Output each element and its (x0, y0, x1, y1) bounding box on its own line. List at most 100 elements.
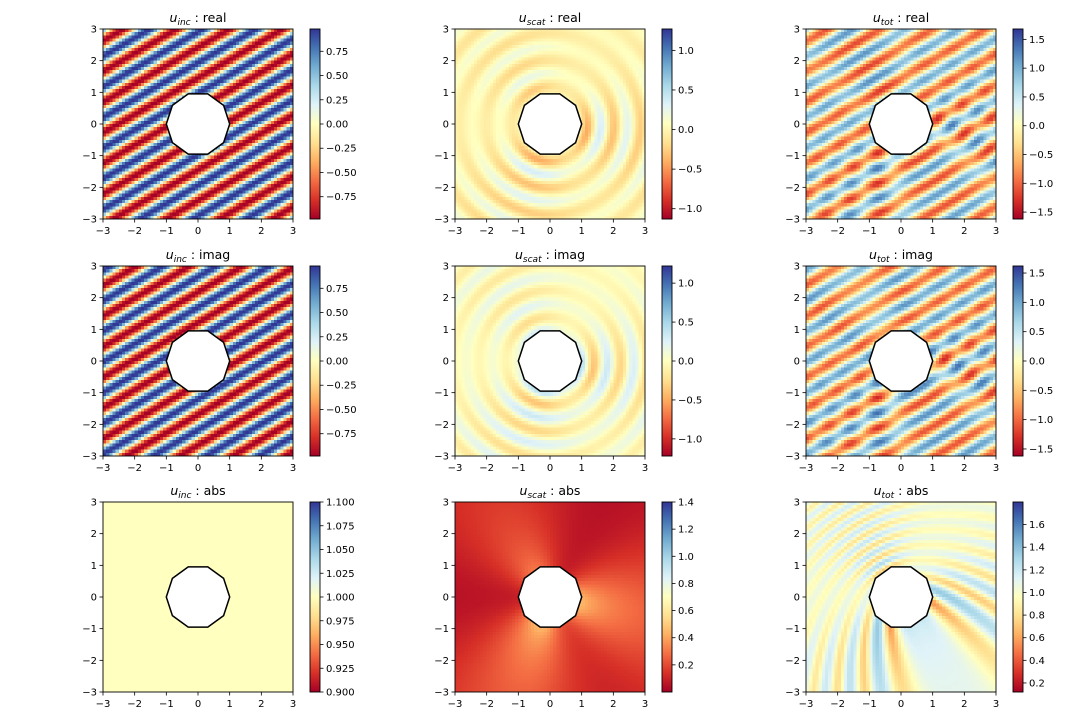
subplot-title: uscat : real (519, 10, 581, 28)
obstacle-polygon (868, 93, 934, 155)
y-tick-label: −1 (434, 624, 449, 635)
x-tick-label: 3 (290, 226, 296, 237)
x-tick-label: 3 (993, 226, 999, 237)
colorbar-tick-label: 1.4 (678, 498, 694, 509)
obstacle-polygon (165, 566, 231, 628)
colorbar-tick-label: 1.0 (1029, 298, 1045, 309)
y-tick-label: 3 (91, 25, 97, 36)
x-tick-label: 1 (226, 699, 232, 710)
y-tick-label: −2 (434, 183, 449, 194)
y-tick-label: 1 (443, 325, 449, 336)
colorbar-tick-label: 1.5 (1029, 269, 1045, 280)
colorbar-tick-label: 0.25 (326, 95, 348, 106)
x-tick-label: −3 (96, 699, 111, 710)
x-tick-label: −1 (511, 699, 526, 710)
subplot-inc-real: −3 −2 −1 0 1 2 3 −3 −2 −1 0 1 2 3 uinc : real 0.75 0.50 0… (82, 10, 356, 237)
colorbar-frame (1012, 501, 1024, 693)
x-tick-label: −3 (799, 226, 814, 237)
colorbar-tick-label: 1.2 (1029, 565, 1045, 576)
colorbar-tick-label: 1.5 (1029, 35, 1045, 46)
x-tick-label: 2 (610, 699, 616, 710)
colorbar-tick-label: −0.50 (326, 168, 357, 179)
x-tick-label: 0 (547, 463, 553, 474)
colorbar-frame (1012, 28, 1024, 220)
y-tick-label: 2 (91, 529, 97, 540)
y-tick-label: 1 (91, 561, 97, 572)
y-tick-label: −1 (434, 151, 449, 162)
x-tick-label: −3 (799, 699, 814, 710)
colorbar-tick-label: 0.0 (1029, 357, 1045, 368)
colorbar-tick-label: 0.00 (326, 120, 348, 131)
colorbar-tick-label: 1.0 (1029, 588, 1045, 599)
y-tick-label: −3 (434, 215, 449, 226)
y-tick-label: 3 (794, 262, 800, 273)
y-tick-label: −2 (82, 656, 97, 667)
y-tick-label: −3 (434, 452, 449, 463)
x-tick-label: −1 (511, 226, 526, 237)
y-tick-label: −2 (785, 183, 800, 194)
y-tick-label: −1 (785, 624, 800, 635)
subplot-inc-abs: −3 −2 −1 0 1 2 3 −3 −2 −1 0 1 2 3 uinc : abs 1.100 1.075… (82, 483, 354, 710)
subplot-title: utot : abs (874, 483, 929, 501)
x-tick-label: 0 (195, 699, 201, 710)
y-tick-label: 1 (443, 88, 449, 99)
x-tick-label: −1 (862, 463, 877, 474)
y-tick-label: 3 (91, 498, 97, 509)
y-tick-label: −2 (434, 420, 449, 431)
colorbar-tick-label: 0.900 (326, 688, 355, 699)
colorbar-tick-label: 0.0 (678, 125, 694, 136)
x-tick-label: 1 (226, 226, 232, 237)
colorbar (310, 502, 320, 692)
x-tick-label: −1 (862, 226, 877, 237)
x-tick-label: 2 (961, 463, 967, 474)
colorbar-tick-label: 0.5 (1029, 92, 1045, 103)
colorbar (1013, 29, 1023, 219)
x-tick-label: 1 (578, 226, 584, 237)
obstacle-polygon (517, 330, 583, 392)
y-tick-label: −1 (785, 388, 800, 399)
y-tick-label: −3 (434, 688, 449, 699)
y-tick-label: −1 (82, 151, 97, 162)
colorbar-tick-label: 1.0 (678, 279, 694, 290)
y-tick-label: 1 (794, 88, 800, 99)
x-tick-label: 1 (578, 699, 584, 710)
colorbar-tick-label: 1.075 (326, 521, 355, 532)
x-tick-label: 2 (610, 226, 616, 237)
colorbar-tick-label: 0.0 (1029, 121, 1045, 132)
y-tick-label: 1 (794, 325, 800, 336)
colorbar-tick-label: 0.8 (678, 579, 694, 590)
y-tick-label: 2 (794, 529, 800, 540)
colorbar-tick-label: 1.0 (1029, 64, 1045, 75)
subplot-scat-imag: −3 −2 −1 0 1 2 3 −3 −2 −1 0 1 2 3 uscat : imag 1.0 0.5 0.… (434, 247, 702, 474)
x-tick-label: 3 (642, 699, 648, 710)
colorbar-tick-label: 0.0 (678, 357, 694, 368)
colorbar (1013, 266, 1023, 456)
colorbar-tick-label: −1.0 (678, 204, 702, 215)
colorbar-tick-label: 1.2 (678, 525, 694, 536)
x-tick-label: −3 (448, 226, 463, 237)
x-tick-label: −2 (127, 463, 142, 474)
x-tick-label: −1 (511, 463, 526, 474)
y-tick-label: 3 (794, 25, 800, 36)
x-tick-label: 2 (258, 463, 264, 474)
y-tick-label: −3 (82, 215, 97, 226)
y-tick-label: −3 (82, 452, 97, 463)
y-tick-label: 0 (91, 120, 97, 131)
colorbar-tick-label: −0.50 (326, 405, 357, 416)
subplot-scat-abs: −3 −2 −1 0 1 2 3 −3 −2 −1 0 1 2 3 uscat : abs 1.4 1.2 1.0… (434, 483, 694, 710)
x-tick-label: 2 (258, 699, 264, 710)
colorbar-tick-label: 0.8 (1029, 611, 1045, 622)
y-tick-label: 2 (794, 56, 800, 67)
colorbar-tick-label: 1.050 (326, 545, 355, 556)
colorbar-tick-label: 0.75 (326, 284, 348, 295)
y-tick-label: 1 (443, 561, 449, 572)
x-tick-label: −2 (830, 463, 845, 474)
y-tick-label: −2 (785, 420, 800, 431)
x-tick-label: −2 (830, 699, 845, 710)
x-tick-label: −2 (479, 463, 494, 474)
x-tick-label: −2 (127, 699, 142, 710)
x-tick-label: 3 (642, 226, 648, 237)
colorbar-tick-label: 1.4 (1029, 543, 1045, 554)
y-tick-label: −1 (82, 388, 97, 399)
